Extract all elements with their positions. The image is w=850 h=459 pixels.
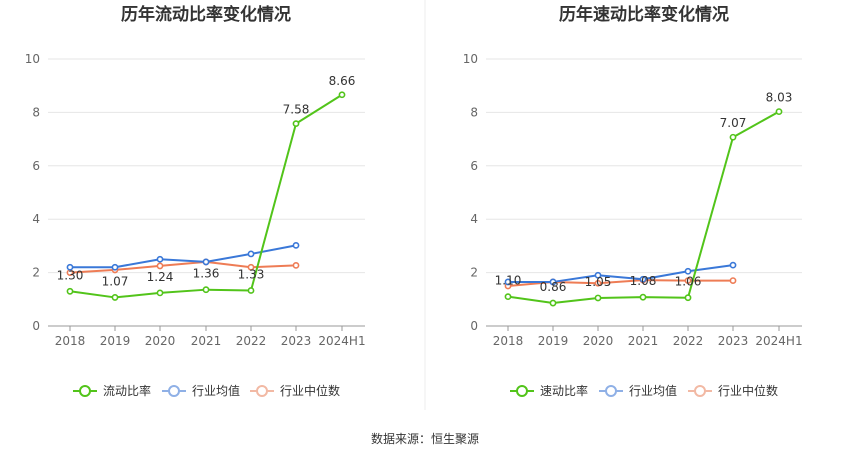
data-point[interactable] — [594, 271, 602, 279]
data-point[interactable] — [729, 277, 737, 285]
x-tick-label: 2019 — [100, 334, 131, 348]
data-point[interactable] — [594, 279, 602, 287]
y-tick-label: 10 — [25, 52, 40, 66]
x-tick-label: 2020 — [583, 334, 614, 348]
x-tick-label: 2021 — [191, 334, 222, 348]
x-tick-label: 2020 — [145, 334, 176, 348]
data-point[interactable] — [66, 263, 74, 271]
y-tick-label: 8 — [32, 105, 40, 119]
data-point[interactable] — [156, 255, 164, 263]
data-label: 1.05 — [585, 275, 612, 289]
legend-label: 行业均值 — [629, 383, 677, 398]
data-point[interactable] — [684, 294, 692, 302]
data-point[interactable] — [549, 299, 557, 307]
data-label: 1.30 — [57, 268, 84, 282]
data-label: 8.66 — [329, 74, 356, 88]
data-point[interactable] — [111, 263, 119, 271]
y-tick-label: 6 — [470, 159, 478, 173]
data-point[interactable] — [292, 241, 300, 249]
x-tick-label: 2019 — [538, 334, 569, 348]
y-tick-label: 4 — [32, 212, 40, 226]
y-tick-label: 4 — [470, 212, 478, 226]
data-point[interactable] — [639, 275, 647, 283]
data-point[interactable] — [729, 133, 737, 141]
data-point[interactable] — [247, 287, 255, 294]
data-label: 1.06 — [675, 275, 702, 289]
x-tick-label: 2024H1 — [755, 334, 802, 348]
data-point[interactable] — [202, 258, 210, 266]
data-label: 1.10 — [495, 274, 522, 288]
y-tick-label: 6 — [32, 159, 40, 173]
data-point[interactable] — [684, 267, 692, 275]
legend: 速动比率 行业均值 行业中位数 — [510, 383, 778, 398]
legend-item-series-2[interactable]: 行业均值 — [599, 383, 677, 398]
data-point[interactable] — [549, 278, 557, 286]
x-tick-label: 2022 — [236, 334, 267, 348]
y-tick-label: 0 — [470, 319, 478, 333]
y-tick-label: 0 — [32, 319, 40, 333]
data-point[interactable] — [338, 91, 346, 99]
data-label: 0.86 — [540, 280, 567, 294]
legend-item-series-3[interactable]: 行业中位数 — [688, 383, 778, 398]
data-label: 7.07 — [720, 116, 747, 130]
legend-label: 行业中位数 — [718, 383, 778, 398]
data-point[interactable] — [247, 250, 255, 258]
y-tick-label: 2 — [470, 266, 478, 280]
data-point[interactable] — [156, 289, 164, 297]
chart-title: 历年速动比率变化情况 — [559, 4, 729, 25]
data-source: 数据来源：恒生聚源 — [371, 431, 479, 446]
legend-label: 行业中位数 — [280, 383, 340, 398]
chart-title: 历年流动比率变化情况 — [121, 4, 291, 25]
legend-item-series-3[interactable]: 行业中位数 — [250, 383, 340, 398]
y-tick-label: 8 — [470, 105, 478, 119]
data-point[interactable] — [111, 294, 119, 301]
data-label: 1.24 — [147, 270, 174, 284]
series-line-2 — [70, 244, 297, 269]
data-point[interactable] — [775, 108, 783, 115]
legend-label: 行业均值 — [192, 383, 240, 398]
data-point[interactable] — [594, 294, 602, 302]
data-point[interactable] — [66, 287, 74, 295]
data-label: 1.36 — [193, 267, 220, 281]
legend-label: 流动比率 — [103, 383, 151, 398]
legend: 流动比率 行业均值 行业中位数 — [73, 383, 340, 398]
data-point[interactable] — [639, 293, 647, 301]
legend-item-series-1[interactable]: 速动比率 — [510, 383, 588, 398]
data-point[interactable] — [684, 277, 692, 285]
legend-item-series-1[interactable]: 流动比率 — [73, 383, 151, 398]
current-ratio-chart: 历年流动比率变化情况 0 2 4 6 8 10 2018 2019 2020 2021 2022 2… — [25, 4, 366, 398]
data-point[interactable] — [504, 293, 512, 301]
x-tick-label: 2024H1 — [318, 334, 365, 348]
x-tick-label: 2018 — [55, 334, 86, 348]
data-point[interactable] — [202, 286, 210, 294]
data-point[interactable] — [247, 263, 255, 271]
data-label: 1.33 — [238, 267, 265, 281]
x-tick-label: 2023 — [718, 334, 749, 348]
data-label: 1.07 — [102, 274, 129, 288]
series-line-3 — [69, 260, 297, 274]
legend-label: 速动比率 — [540, 383, 588, 398]
x-tick-label: 2018 — [493, 334, 524, 348]
y-tick-label: 10 — [463, 52, 478, 66]
data-point[interactable] — [504, 278, 512, 286]
x-tick-label: 2021 — [628, 334, 659, 348]
data-point[interactable] — [292, 261, 300, 269]
x-tick-label: 2023 — [281, 334, 312, 348]
y-tick-label: 2 — [32, 266, 40, 280]
quick-ratio-chart: 历年速动比率变化情况 0 2 4 6 8 10 2018 2019 2020 2021 2022 2… — [463, 4, 803, 398]
data-label: 8.03 — [766, 91, 793, 105]
x-tick-label: 2022 — [673, 334, 704, 348]
data-label: 1.08 — [630, 274, 657, 288]
data-point[interactable] — [729, 261, 737, 269]
legend-item-series-2[interactable]: 行业均值 — [162, 383, 240, 398]
data-point[interactable] — [156, 262, 164, 270]
data-point[interactable] — [292, 120, 300, 128]
data-label: 7.58 — [283, 103, 310, 117]
